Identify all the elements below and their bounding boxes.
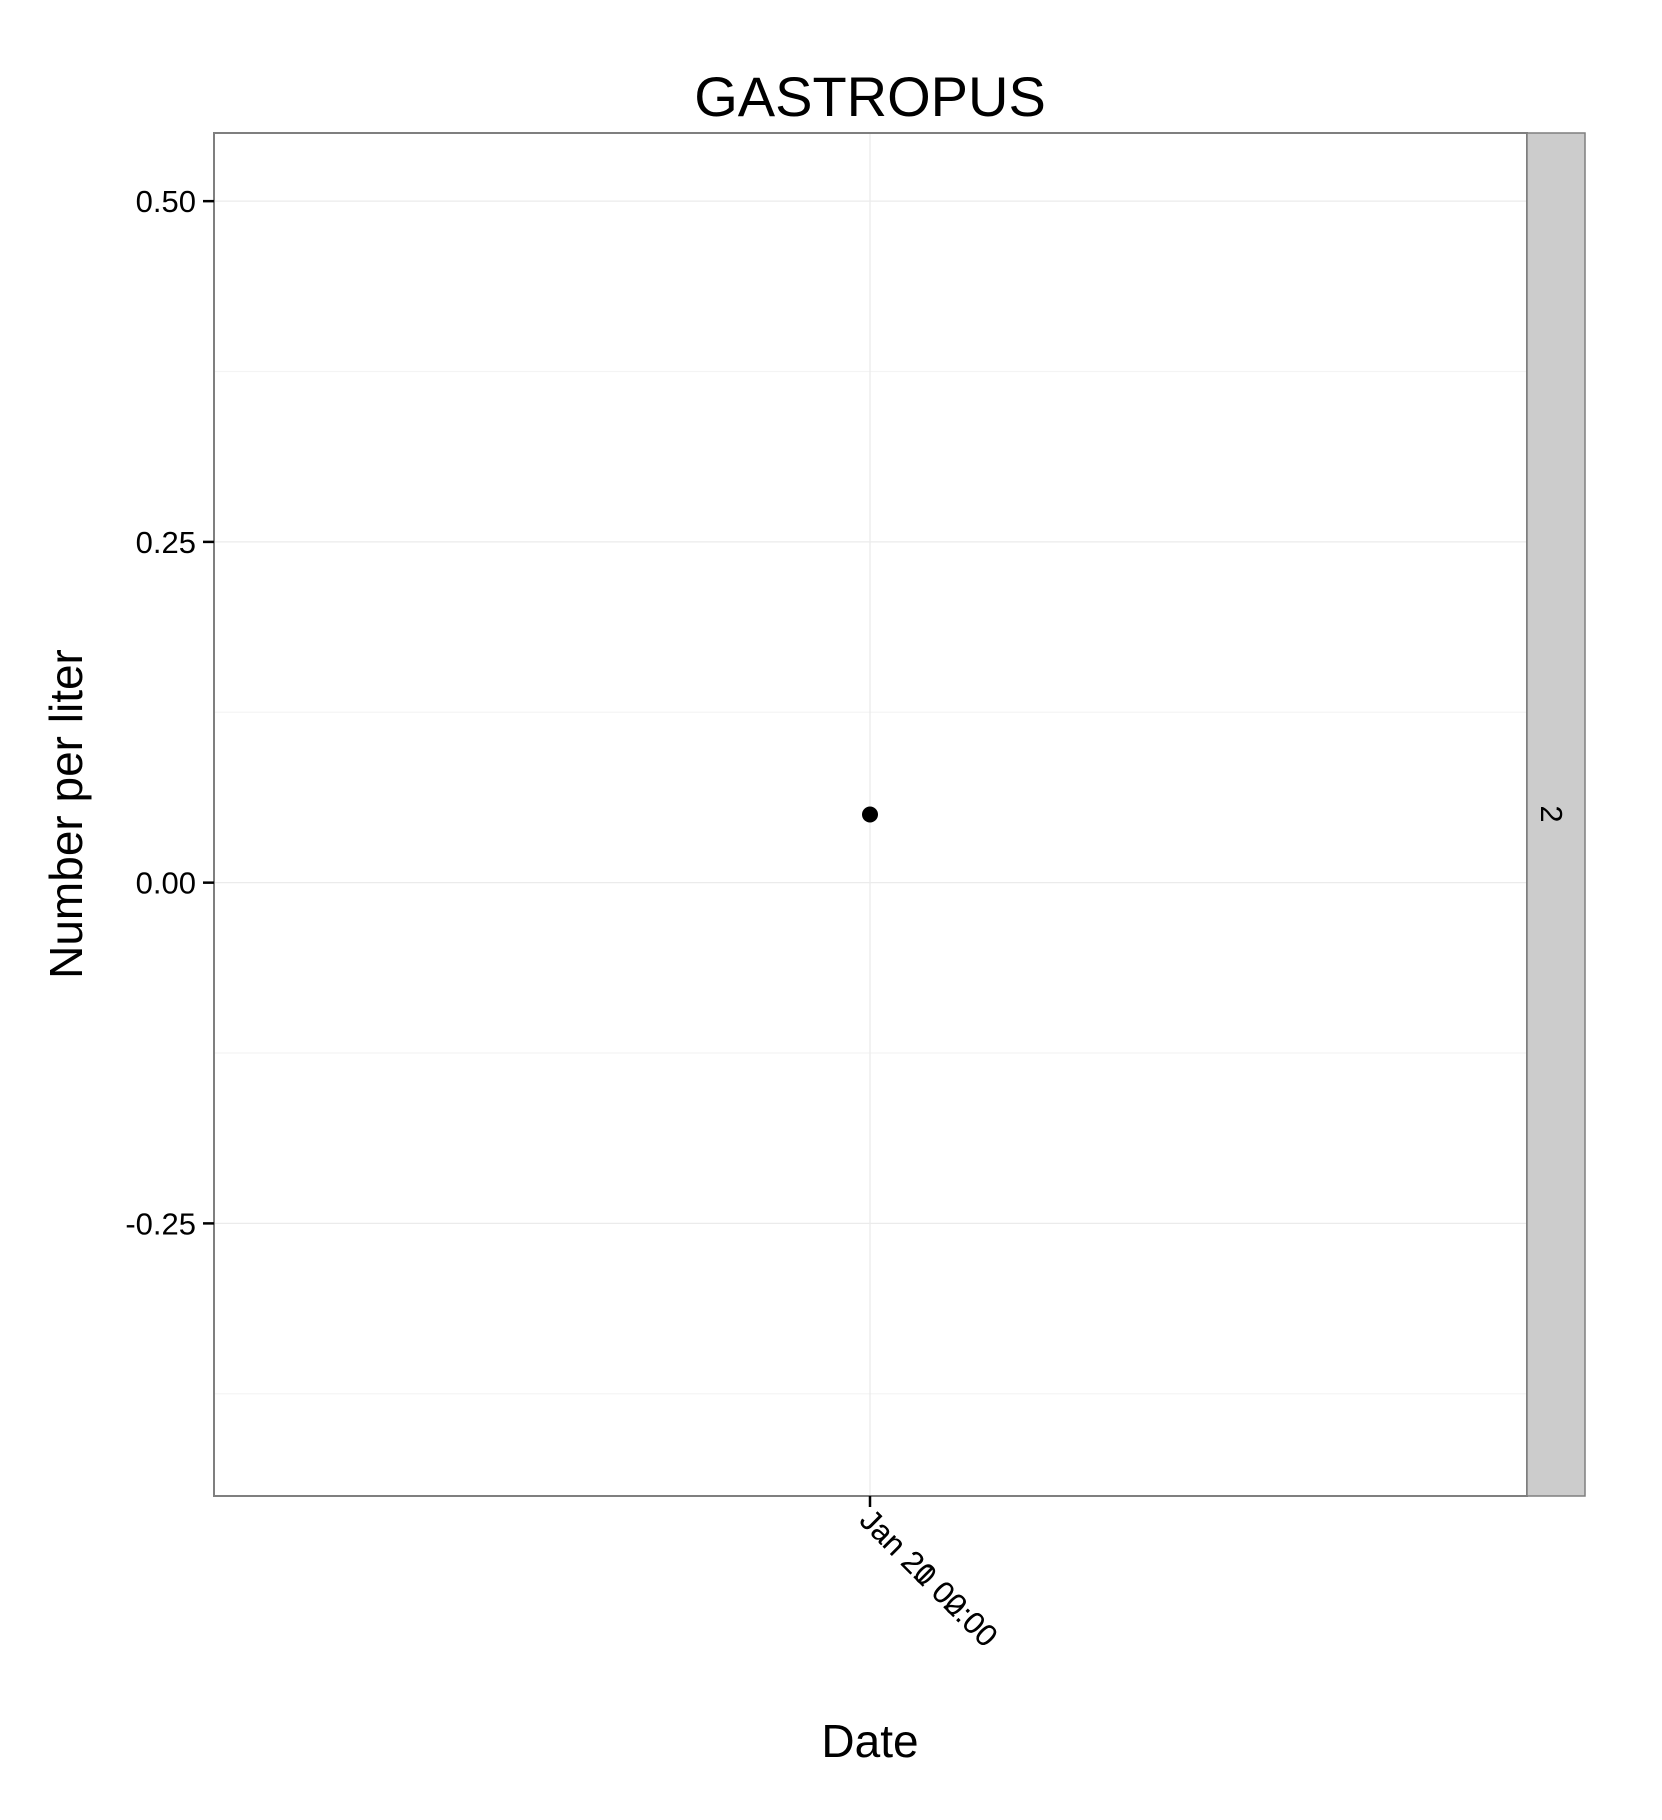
facet-strip — [1526, 132, 1586, 1497]
x-axis-title: Date — [821, 1715, 918, 1767]
facet-strip-label: 2 — [1534, 805, 1569, 822]
y-tick-label: 0.25 — [136, 525, 196, 560]
y-axis-title: Number per liter — [40, 649, 92, 979]
y-axis: -0.25 0.00 0.25 0.50 — [125, 184, 214, 1241]
data-points — [862, 806, 878, 823]
x-tick-label: Jan 21 00:00 — [853, 1502, 1005, 1654]
data-point — [862, 806, 878, 823]
y-tick-label: 0.50 — [136, 184, 196, 219]
gridlines — [214, 133, 1527, 1496]
chart-title: GASTROPUS — [694, 65, 1046, 128]
y-tick-label: 0.00 — [136, 866, 196, 901]
y-tick-label: -0.25 — [125, 1206, 196, 1241]
